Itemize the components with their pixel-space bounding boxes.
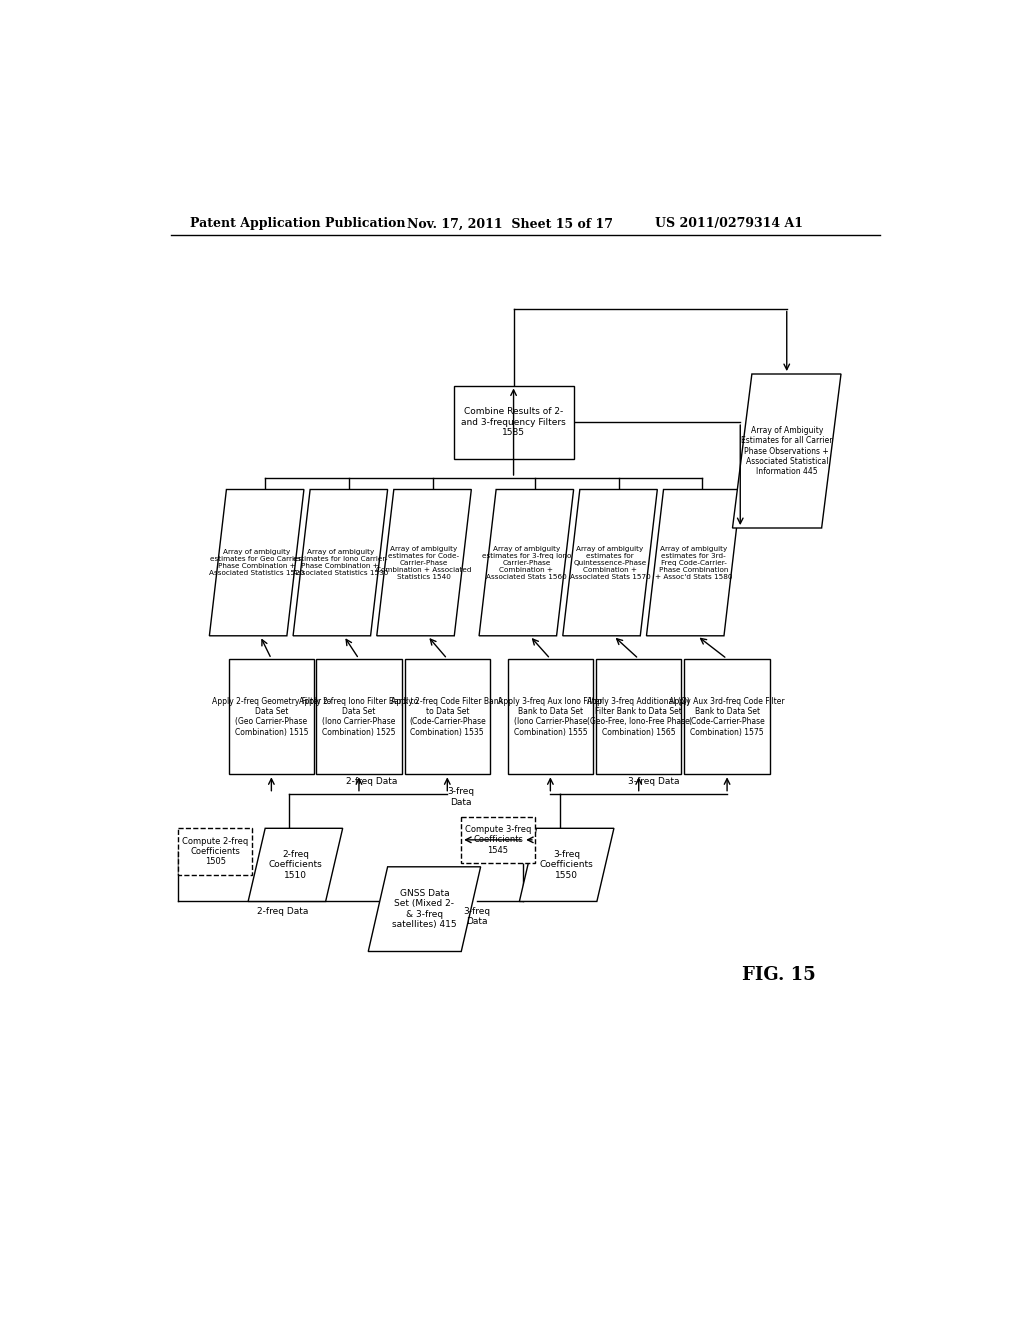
Text: Apply 2-freq Geometry Filter to
Data Set
(Geo Carrier-Phase
Combination) 1515: Apply 2-freq Geometry Filter to Data Set… bbox=[212, 697, 331, 737]
Polygon shape bbox=[209, 490, 304, 636]
Text: Compute 2-freq
Coefficients
1505: Compute 2-freq Coefficients 1505 bbox=[182, 837, 248, 866]
Text: Apply 3-freq Additional (Q)
Filter Bank to Data Set
(Geo-Free, Iono-Free Phase
C: Apply 3-freq Additional (Q) Filter Bank … bbox=[588, 697, 690, 737]
Text: Array of ambiguity
estimates for 3rd-
Freq Code-Carrier-
Phase Combination
+ Ass: Array of ambiguity estimates for 3rd- Fr… bbox=[655, 545, 732, 579]
Polygon shape bbox=[563, 490, 657, 636]
Text: Array of ambiguity
estimates for 3-freq Iono
Carrier-Phase
Combination +
Associa: Array of ambiguity estimates for 3-freq … bbox=[481, 545, 571, 579]
Text: Apply 2-freq Code Filter Bank
to Data Set
(Code-Carrier-Phase
Combination) 1535: Apply 2-freq Code Filter Bank to Data Se… bbox=[391, 697, 504, 737]
Text: Patent Application Publication: Patent Application Publication bbox=[190, 218, 406, 231]
Text: Nov. 17, 2011  Sheet 15 of 17: Nov. 17, 2011 Sheet 15 of 17 bbox=[407, 218, 613, 231]
Polygon shape bbox=[293, 490, 388, 636]
Text: FIG. 15: FIG. 15 bbox=[742, 966, 816, 983]
Polygon shape bbox=[519, 829, 614, 902]
Text: Compute 3-freq
Coefficients
1545: Compute 3-freq Coefficients 1545 bbox=[465, 825, 531, 855]
Polygon shape bbox=[248, 829, 343, 902]
Polygon shape bbox=[646, 490, 741, 636]
Text: 2-freq Data: 2-freq Data bbox=[257, 907, 308, 916]
Text: Array of ambiguity
estimates for Code-
Carrier-Phase
Combination + Associated
St: Array of ambiguity estimates for Code- C… bbox=[376, 545, 472, 579]
Bar bbox=[178, 829, 252, 874]
Bar bbox=[684, 659, 770, 775]
Text: GNSS Data
Set (Mixed 2-
& 3-freq
satellites) 415: GNSS Data Set (Mixed 2- & 3-freq satelli… bbox=[392, 890, 457, 929]
Bar bbox=[508, 659, 593, 775]
Text: Apply 3-freq Aux Iono Filter
Bank to Data Set
(Iono Carrier-Phase
Combination) 1: Apply 3-freq Aux Iono Filter Bank to Dat… bbox=[498, 697, 603, 737]
Bar bbox=[404, 659, 489, 775]
Text: 2-freq
Coefficients
1510: 2-freq Coefficients 1510 bbox=[268, 850, 323, 879]
Polygon shape bbox=[479, 490, 573, 636]
Text: Apply 2-freq Iono Filter Bank to
Data Set
(Iono Carrier-Phase
Combination) 1525: Apply 2-freq Iono Filter Bank to Data Se… bbox=[299, 697, 419, 737]
Text: US 2011/0279314 A1: US 2011/0279314 A1 bbox=[655, 218, 803, 231]
Text: 3-freq Data: 3-freq Data bbox=[629, 777, 680, 785]
Text: 3-freq
Data: 3-freq Data bbox=[463, 907, 490, 927]
Bar bbox=[228, 659, 314, 775]
Bar bbox=[596, 659, 681, 775]
Text: Array of ambiguity
estimates for Iono Carrier-
Phase Combination +
Associated St: Array of ambiguity estimates for Iono Ca… bbox=[293, 549, 388, 576]
Text: 2-freq Data: 2-freq Data bbox=[346, 777, 397, 785]
Text: Apply Aux 3rd-freq Code Filter
Bank to Data Set
(Code-Carrier-Phase
Combination): Apply Aux 3rd-freq Code Filter Bank to D… bbox=[670, 697, 784, 737]
Text: 3-freq
Data: 3-freq Data bbox=[447, 787, 475, 807]
Polygon shape bbox=[377, 490, 471, 636]
Polygon shape bbox=[369, 867, 480, 952]
Text: Array of ambiguity
estimates for
Quintessence-Phase
Combination +
Associated Sta: Array of ambiguity estimates for Quintes… bbox=[569, 545, 650, 579]
Bar bbox=[316, 659, 401, 775]
Text: Array of ambiguity
estimates for Geo Carrier-
Phase Combination +
Associated Sta: Array of ambiguity estimates for Geo Car… bbox=[209, 549, 304, 576]
Bar bbox=[454, 385, 573, 459]
Bar bbox=[461, 817, 535, 863]
Polygon shape bbox=[732, 374, 841, 528]
Text: Combine Results of 2-
and 3-frequency Filters
1585: Combine Results of 2- and 3-frequency Fi… bbox=[461, 408, 566, 437]
Text: Array of Ambiguity
Estimates for all Carrier
Phase Observations +
Associated Sta: Array of Ambiguity Estimates for all Car… bbox=[741, 425, 833, 477]
Text: 3-freq
Coefficients
1550: 3-freq Coefficients 1550 bbox=[540, 850, 594, 879]
